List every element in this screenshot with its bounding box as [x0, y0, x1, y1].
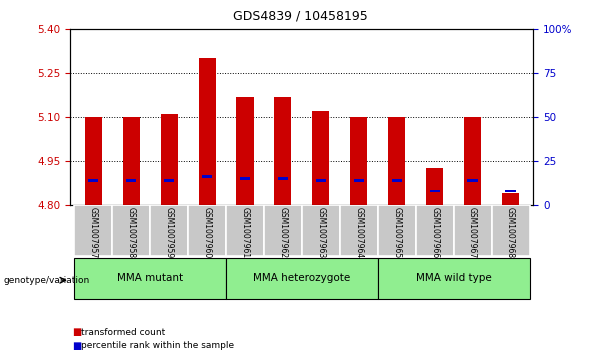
Bar: [202, 175, 212, 178]
Bar: [316, 179, 326, 182]
Text: GDS4839 / 10458195: GDS4839 / 10458195: [233, 9, 368, 22]
Bar: [275, 97, 291, 205]
Bar: [302, 205, 340, 256]
Text: GSM1007957: GSM1007957: [89, 207, 97, 258]
Bar: [430, 189, 440, 192]
Text: GSM1007965: GSM1007965: [392, 207, 402, 258]
Text: GSM1007959: GSM1007959: [165, 207, 173, 258]
Text: MMA wild type: MMA wild type: [416, 273, 492, 283]
Bar: [126, 179, 136, 182]
Bar: [237, 97, 254, 205]
Bar: [123, 117, 140, 205]
Bar: [378, 258, 530, 299]
Bar: [112, 205, 150, 256]
Bar: [506, 189, 516, 192]
Bar: [468, 179, 478, 182]
Bar: [226, 205, 264, 256]
Bar: [313, 111, 329, 205]
Bar: [416, 205, 454, 256]
Bar: [164, 179, 174, 182]
Text: GSM1007962: GSM1007962: [278, 207, 287, 258]
Bar: [378, 205, 416, 256]
Bar: [85, 117, 102, 205]
Bar: [426, 168, 443, 205]
Bar: [240, 177, 250, 180]
Text: GSM1007967: GSM1007967: [468, 207, 477, 258]
Bar: [226, 258, 378, 299]
Bar: [464, 117, 481, 205]
Bar: [454, 205, 492, 256]
Bar: [350, 117, 367, 205]
Text: GSM1007960: GSM1007960: [202, 207, 211, 258]
Text: MMA heterozygote: MMA heterozygote: [253, 273, 351, 283]
Bar: [392, 179, 402, 182]
Bar: [492, 205, 530, 256]
Text: GSM1007958: GSM1007958: [127, 207, 135, 258]
Bar: [161, 114, 178, 205]
Bar: [354, 179, 364, 182]
Bar: [74, 258, 226, 299]
Bar: [88, 179, 98, 182]
Text: genotype/variation: genotype/variation: [3, 276, 89, 285]
Text: GSM1007966: GSM1007966: [430, 207, 439, 258]
Bar: [278, 177, 288, 180]
Bar: [388, 117, 405, 205]
Text: MMA mutant: MMA mutant: [117, 273, 183, 283]
Text: ■: ■: [72, 340, 82, 351]
Bar: [74, 205, 112, 256]
Bar: [188, 205, 226, 256]
Bar: [264, 205, 302, 256]
Text: GSM1007963: GSM1007963: [316, 207, 326, 258]
Text: percentile rank within the sample: percentile rank within the sample: [81, 341, 234, 350]
Text: GSM1007968: GSM1007968: [506, 207, 515, 258]
Text: GSM1007961: GSM1007961: [240, 207, 249, 258]
Text: transformed count: transformed count: [81, 328, 165, 337]
Bar: [199, 58, 216, 205]
Text: ■: ■: [72, 327, 82, 337]
Bar: [502, 193, 519, 205]
Text: GSM1007964: GSM1007964: [354, 207, 364, 258]
Bar: [150, 205, 188, 256]
Bar: [340, 205, 378, 256]
